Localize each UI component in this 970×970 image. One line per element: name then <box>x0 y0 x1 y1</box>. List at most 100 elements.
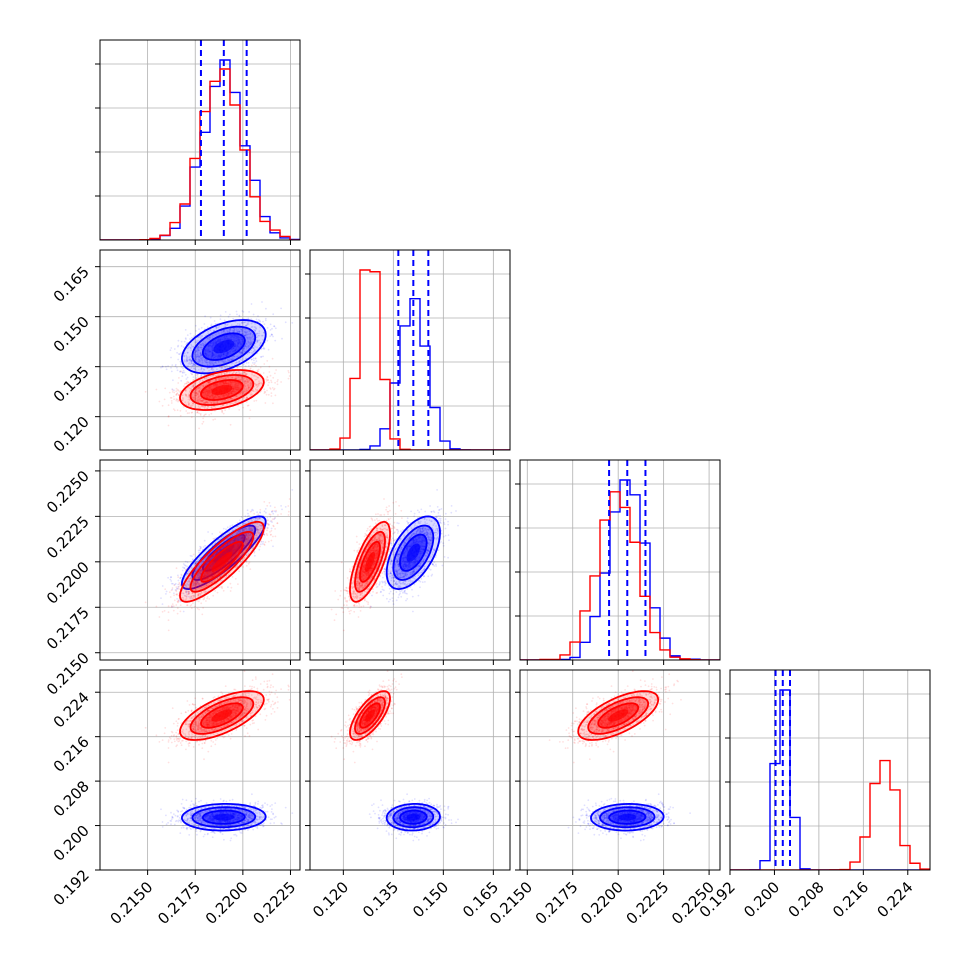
sample-point <box>260 543 262 546</box>
sample-point <box>233 328 236 331</box>
sample-point <box>241 350 244 352</box>
sample-point <box>240 328 243 331</box>
sample-point <box>220 366 223 369</box>
sample-point <box>200 374 203 377</box>
sample-point <box>245 345 248 347</box>
sample-point <box>229 397 232 400</box>
sample-point <box>195 356 198 358</box>
sample-point <box>201 359 204 362</box>
sample-point <box>191 360 193 363</box>
sample-point <box>233 330 235 333</box>
sample-point <box>238 323 241 325</box>
sample-point <box>198 412 200 415</box>
sample-point <box>199 334 202 337</box>
sample-point <box>194 382 196 385</box>
sample-point <box>200 343 202 345</box>
sample-point <box>207 401 210 404</box>
sample-point <box>201 348 203 351</box>
sample-point <box>195 582 198 585</box>
sample-point <box>265 378 268 381</box>
sample-point <box>211 374 214 377</box>
sample-point <box>196 339 199 342</box>
sample-point <box>237 404 239 407</box>
sample-point <box>197 362 200 364</box>
sample-point <box>271 387 274 389</box>
sample-point <box>192 384 195 387</box>
sample-point <box>258 339 261 342</box>
sample-point <box>243 528 246 531</box>
sample-point <box>192 367 195 370</box>
sample-point <box>194 368 197 371</box>
sample-point <box>210 361 213 364</box>
sample-point <box>258 319 261 322</box>
sample-point <box>232 317 235 320</box>
sample-point <box>199 359 201 361</box>
sample-point <box>191 584 194 587</box>
sample-point <box>201 399 204 402</box>
sample-point <box>228 531 231 533</box>
sample-point <box>192 396 195 399</box>
sample-point <box>232 371 235 374</box>
sample-point <box>247 387 250 390</box>
sample-point <box>188 359 191 361</box>
sample-point <box>183 385 185 388</box>
sample-point <box>215 378 217 381</box>
sample-point <box>225 400 228 403</box>
sample-point <box>209 362 212 365</box>
sample-point <box>249 338 252 341</box>
sample-point <box>255 375 258 378</box>
sample-point <box>190 360 193 363</box>
sample-point <box>244 334 247 336</box>
sample-point <box>198 355 201 357</box>
sample-point <box>176 612 179 615</box>
sample-point <box>257 384 260 387</box>
sample-point <box>188 359 191 362</box>
sample-point <box>169 349 172 352</box>
sample-point <box>201 379 204 382</box>
sample-point <box>256 526 258 528</box>
sample-point <box>194 324 197 327</box>
sample-point <box>263 331 265 334</box>
sample-point <box>229 313 231 316</box>
sample-point <box>251 325 254 328</box>
sample-point <box>248 351 250 354</box>
sample-point <box>177 344 180 347</box>
sample-point <box>261 334 263 337</box>
sample-point <box>250 326 253 329</box>
sample-point <box>173 391 176 394</box>
sample-point <box>235 401 238 404</box>
sample-point <box>170 400 173 402</box>
sample-point <box>193 364 196 366</box>
sample-point <box>224 311 227 313</box>
panel-3-1 <box>305 670 510 875</box>
sample-point <box>226 403 228 406</box>
sample-point <box>257 319 260 321</box>
sample-point <box>193 364 196 367</box>
sample-point <box>252 350 255 353</box>
sample-point <box>192 402 194 405</box>
sample-point <box>217 374 220 377</box>
sample-point <box>200 367 203 369</box>
sample-point <box>247 384 250 386</box>
sample-point <box>197 355 200 357</box>
sample-point <box>248 337 251 340</box>
sample-point <box>168 391 171 394</box>
sample-point <box>214 402 217 404</box>
sample-point <box>198 386 201 389</box>
sample-point <box>274 339 277 342</box>
sample-point <box>237 375 240 378</box>
sample-point <box>219 314 222 317</box>
sample-point <box>182 610 185 613</box>
sample-point <box>245 554 248 557</box>
sample-point <box>199 336 202 339</box>
sample-point <box>243 522 246 524</box>
sample-point <box>257 529 259 532</box>
sample-point <box>220 365 223 368</box>
sample-point <box>230 324 233 327</box>
sample-point <box>217 360 220 363</box>
sample-point <box>195 330 197 332</box>
sample-point <box>252 388 254 391</box>
sample-point <box>190 345 193 347</box>
sample-point <box>228 328 231 331</box>
sample-point <box>200 354 203 356</box>
